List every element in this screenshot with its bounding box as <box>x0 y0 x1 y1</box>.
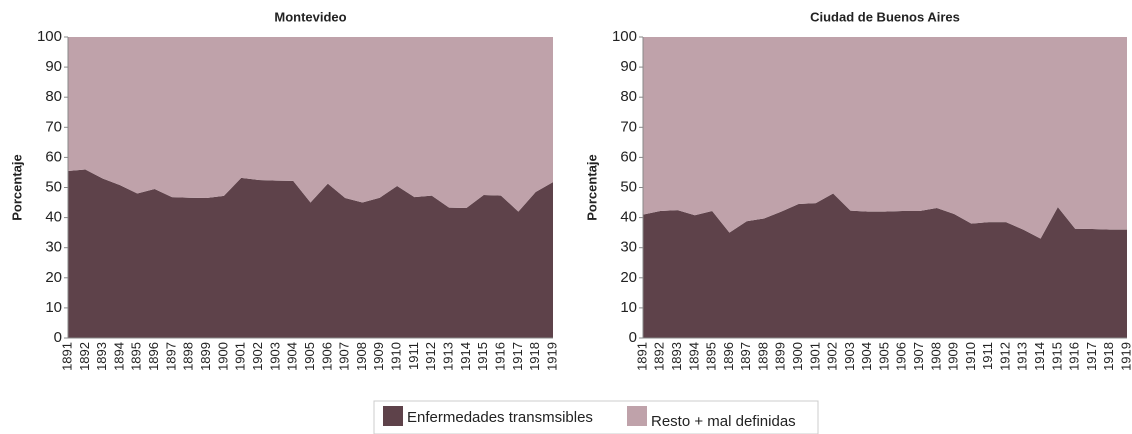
x-tick-label: 1907 <box>911 342 926 371</box>
legend-swatch <box>383 406 403 426</box>
x-tick-label: 1902 <box>825 342 840 371</box>
x-tick-label: 1901 <box>233 342 248 371</box>
x-tick-label: 1906 <box>894 342 909 371</box>
x-tick-label: 1909 <box>371 342 386 371</box>
legend-box <box>373 400 819 434</box>
legend-swatch <box>627 406 647 426</box>
x-tick-label: 1909 <box>946 342 961 371</box>
x-tick-label: 1915 <box>475 342 490 371</box>
y-tick-label: 90 <box>620 58 637 75</box>
x-tick-label: 1910 <box>389 342 404 371</box>
x-tick-label: 1916 <box>1067 342 1082 371</box>
x-tick-label: 1895 <box>704 342 719 371</box>
y-tick-label: 100 <box>612 28 637 45</box>
x-tick-label: 1900 <box>790 342 805 371</box>
x-tick-label: 1901 <box>807 342 822 371</box>
legend-label: Enfermedades transmsibles <box>407 409 593 426</box>
x-tick-label: 1916 <box>492 342 507 371</box>
area <box>643 193 1127 338</box>
x-tick-label: 1906 <box>319 342 334 371</box>
x-tick-label: 1912 <box>423 342 438 371</box>
y-tick-label: 60 <box>45 148 62 165</box>
x-tick-label: 1912 <box>997 342 1012 371</box>
y-tick-label: 30 <box>45 239 62 256</box>
x-tick-label: 1908 <box>354 342 369 371</box>
area <box>643 37 1127 239</box>
x-tick-label: 1891 <box>634 342 649 371</box>
x-tick-label: 1897 <box>163 342 178 371</box>
x-tick-label: 1915 <box>1049 342 1064 371</box>
x-tick-label: 1914 <box>1032 342 1047 371</box>
chart-title: Ciudad de Buenos Aires <box>810 9 960 24</box>
x-tick-label: 1913 <box>441 342 456 371</box>
x-tick-label: 1892 <box>652 342 667 371</box>
y-tick-label: 20 <box>45 269 62 286</box>
y-tick-label: 90 <box>45 58 62 75</box>
x-tick-label: 1908 <box>928 342 943 371</box>
x-tick-label: 1907 <box>337 342 352 371</box>
y-tick-label: 50 <box>45 178 62 195</box>
y-tick-label: 0 <box>629 329 637 346</box>
x-tick-label: 1904 <box>285 342 300 371</box>
x-tick-label: 1894 <box>111 342 126 371</box>
y-tick-label: 10 <box>45 299 62 316</box>
x-tick-label: 1913 <box>1015 342 1030 371</box>
x-tick-label: 1902 <box>250 342 265 371</box>
x-tick-label: 1910 <box>963 342 978 371</box>
x-tick-label: 1896 <box>146 342 161 371</box>
y-tick-label: 70 <box>620 118 637 135</box>
x-tick-label: 1919 <box>544 342 559 371</box>
x-tick-label: 1894 <box>686 342 701 371</box>
y-tick-label: 100 <box>37 28 62 45</box>
x-tick-label: 1891 <box>59 342 74 371</box>
y-tick-label: 10 <box>620 299 637 316</box>
x-tick-label: 1918 <box>1101 342 1116 371</box>
y-tick-label: 50 <box>620 178 637 195</box>
x-tick-label: 1904 <box>859 342 874 371</box>
x-tick-label: 1914 <box>458 342 473 371</box>
x-tick-label: 1917 <box>510 342 525 371</box>
x-tick-label: 1893 <box>669 342 684 371</box>
legend-label: Resto + mal definidas <box>651 413 796 430</box>
x-tick-label: 1899 <box>773 342 788 371</box>
x-tick-label: 1911 <box>406 342 421 370</box>
area <box>68 37 553 212</box>
y-tick-label: 40 <box>45 209 62 226</box>
y-tick-label: 80 <box>620 88 637 105</box>
x-tick-label: 1897 <box>738 342 753 371</box>
y-axis-label: Porcentaje <box>9 154 24 220</box>
legend: Enfermedades transmsibles Resto + mal def… <box>373 400 819 434</box>
y-tick-label: 70 <box>45 118 62 135</box>
x-tick-label: 1898 <box>755 342 770 371</box>
x-tick-label: 1898 <box>181 342 196 371</box>
x-tick-label: 1911 <box>980 342 995 370</box>
x-tick-label: 1903 <box>267 342 282 371</box>
x-tick-label: 1895 <box>129 342 144 371</box>
y-tick-label: 80 <box>45 88 62 105</box>
y-axis-label: Porcentaje <box>584 154 599 220</box>
x-tick-label: 1905 <box>302 342 317 371</box>
chart-title: Montevideo <box>274 9 346 24</box>
x-tick-label: 1917 <box>1084 342 1099 371</box>
x-tick-label: 1919 <box>1118 342 1132 371</box>
x-tick-label: 1892 <box>77 342 92 371</box>
y-tick-label: 60 <box>620 148 637 165</box>
y-tick-label: 30 <box>620 239 637 256</box>
x-tick-label: 1918 <box>527 342 542 371</box>
x-tick-label: 1893 <box>94 342 109 371</box>
x-tick-label: 1905 <box>876 342 891 371</box>
area <box>68 169 553 338</box>
y-tick-label: 40 <box>620 209 637 226</box>
x-tick-label: 1903 <box>842 342 857 371</box>
x-tick-label: 1899 <box>198 342 213 371</box>
x-tick-label: 1900 <box>215 342 230 371</box>
x-tick-label: 1896 <box>721 342 736 371</box>
y-tick-label: 0 <box>54 329 62 346</box>
y-tick-label: 20 <box>620 269 637 286</box>
